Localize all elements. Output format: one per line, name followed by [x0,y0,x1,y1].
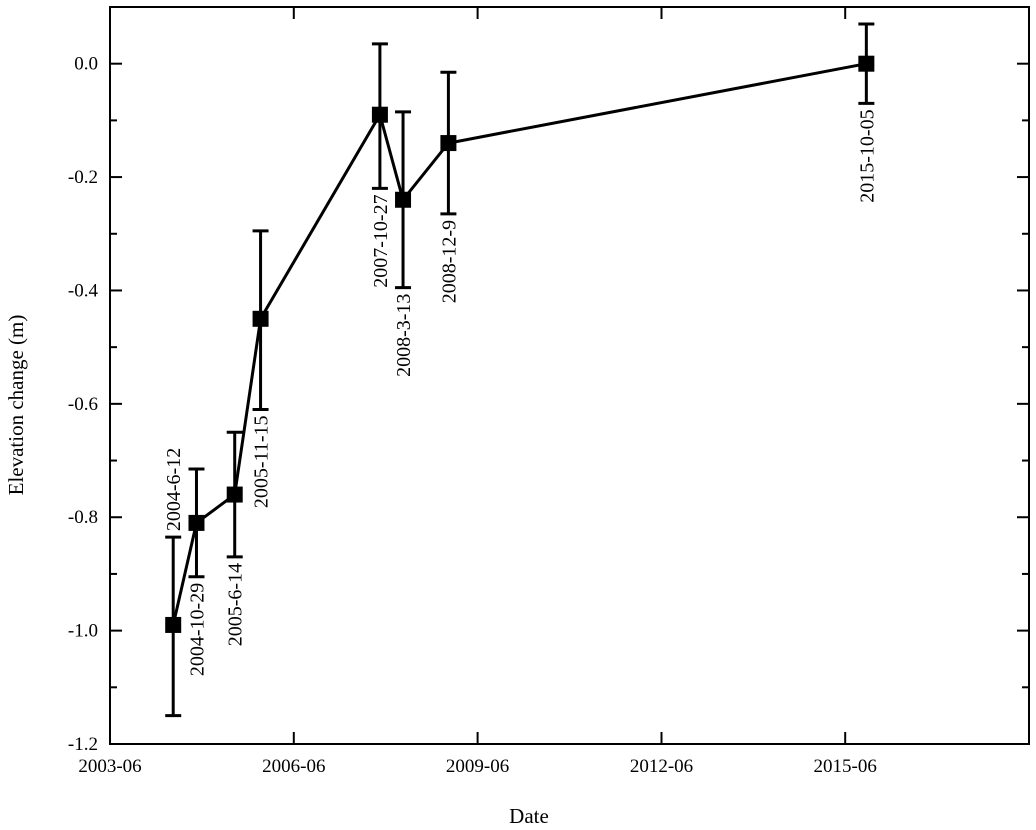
data-point-label: 2007-10-27 [370,194,392,287]
plot-area: 2003-06 2006-06 2009-06 2012-06 2015-06 0.0 -0… [68,6,1030,777]
data-point-label: 2004-6-12 [163,448,185,531]
y-tick-label: 0.0 [74,54,98,75]
data-point-label: 2008-12-9 [438,220,460,303]
x-tick-label: 2015-06 [814,756,877,777]
data-point [165,616,182,633]
y-tick-label: -0.6 [68,394,98,415]
data-point-label: 2008-3-13 [393,294,415,377]
y-tick-label: -0.4 [68,280,99,301]
data-point [395,191,412,208]
data-point-label: 2005-11-15 [251,416,273,509]
data-point [440,135,457,152]
data-point [858,55,875,72]
plot-frame [109,6,1030,745]
data-point-label: 2005-6-14 [225,563,247,646]
data-point [371,106,388,123]
data-point [226,486,243,503]
data-point-label: 2004-10-29 [187,583,209,676]
x-axis-title: Date [509,804,549,828]
data-point-label: 2015-10-05 [856,109,878,202]
series-line [171,62,867,626]
x-tick-label: 2012-06 [630,756,693,777]
x-tick-label: 2009-06 [446,756,509,777]
data-point [188,514,205,531]
y-axis-title: Elevation change (m) [4,315,28,496]
y-tick-label: -1.0 [68,621,98,642]
y-tick-label: -1.2 [68,734,98,755]
y-tick-label: -0.8 [68,507,98,528]
x-tick-label: 2003-06 [78,756,141,777]
y-tick-label: -0.2 [68,167,98,188]
x-tick-label: 2006-06 [262,756,325,777]
data-point [252,310,269,327]
